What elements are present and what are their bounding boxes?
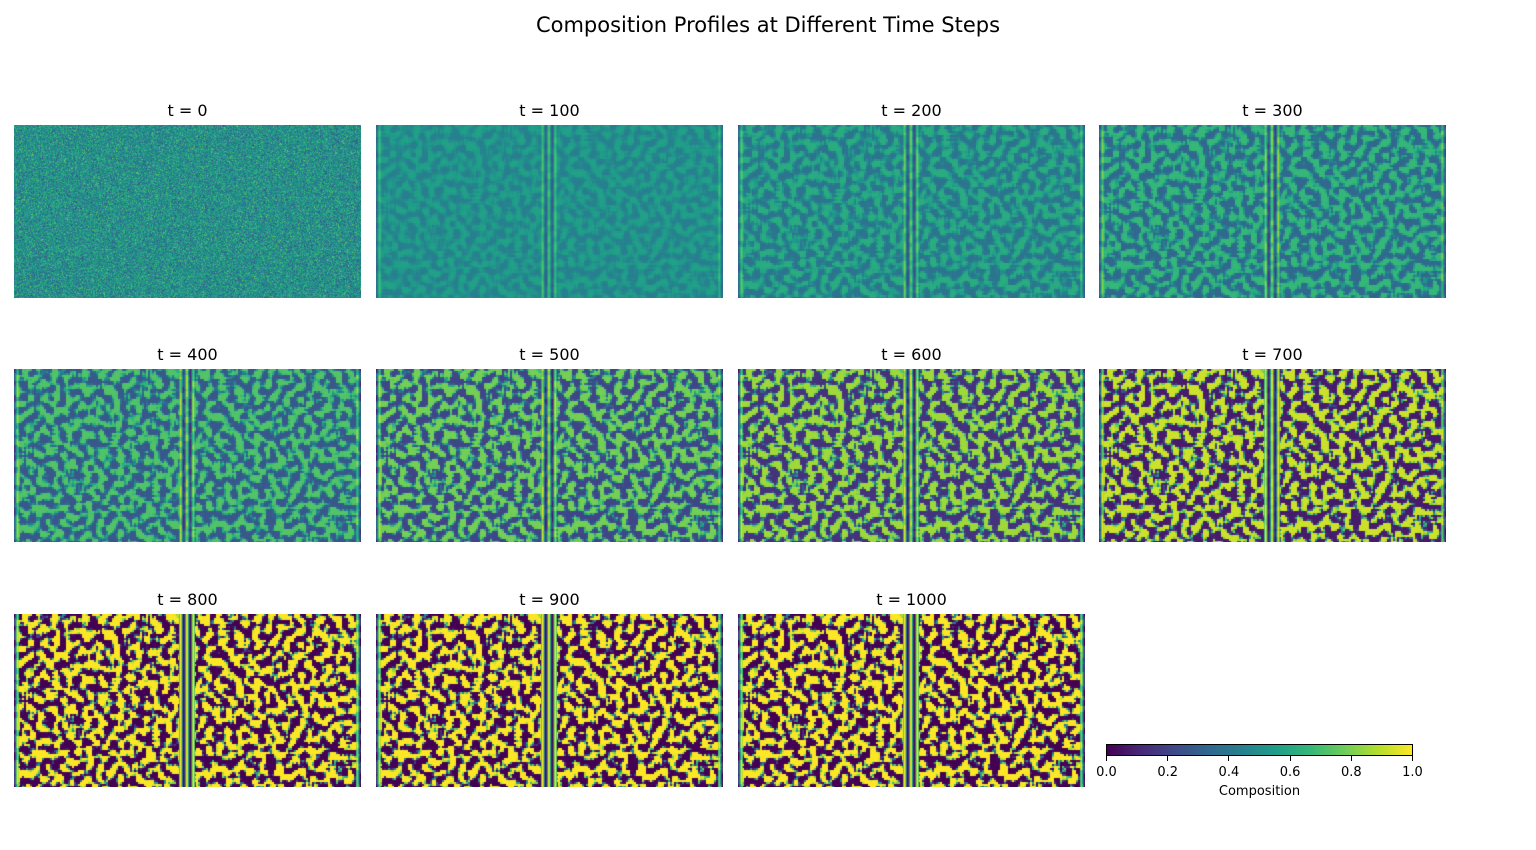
panel-t500: t = 500 — [376, 345, 723, 542]
composition-heatmap — [1099, 369, 1446, 542]
colorbar-tick — [1350, 756, 1352, 761]
panel-t700: t = 700 — [1099, 345, 1446, 542]
panel-t900: t = 900 — [376, 590, 723, 787]
colorbar-tick — [1289, 756, 1291, 761]
panel-title: t = 0 — [167, 101, 208, 120]
panel-title: t = 200 — [881, 101, 942, 120]
panel-title: t = 1000 — [876, 590, 947, 609]
colorbar-tick-label: 0.8 — [1340, 765, 1362, 780]
panel-t1000: t = 1000 — [738, 590, 1085, 787]
composition-heatmap — [14, 125, 361, 298]
colorbar-tick — [1412, 756, 1413, 761]
panel-t300: t = 300 — [1099, 101, 1446, 298]
panel-t0: t = 0 — [14, 101, 361, 298]
panel-title: t = 100 — [519, 101, 580, 120]
composition-heatmap — [376, 614, 723, 787]
composition-heatmap — [14, 369, 361, 542]
composition-heatmap — [1099, 125, 1446, 298]
composition-heatmap — [14, 614, 361, 787]
panel-t200: t = 200 — [738, 101, 1085, 298]
colorbar — [1106, 744, 1413, 756]
colorbar-tick-label: 0.0 — [1096, 765, 1117, 780]
panel-title: t = 500 — [519, 345, 580, 364]
panel-title: t = 600 — [881, 345, 942, 364]
colorbar-tick-label: 1.0 — [1402, 765, 1423, 780]
colorbar-tick — [1106, 756, 1107, 761]
panel-title: t = 900 — [519, 590, 580, 609]
panel-title: t = 300 — [1242, 101, 1303, 120]
panel-t400: t = 400 — [14, 345, 361, 542]
colorbar-tick-label: 0.6 — [1279, 765, 1301, 780]
panel-t600: t = 600 — [738, 345, 1085, 542]
colorbar-tick-label: 0.2 — [1157, 765, 1179, 780]
panel-t800: t = 800 — [14, 590, 361, 787]
panel-title: t = 800 — [157, 590, 218, 609]
composition-heatmap — [738, 369, 1085, 542]
panel-t100: t = 100 — [376, 101, 723, 298]
composition-heatmap — [738, 614, 1085, 787]
composition-heatmap — [376, 125, 723, 298]
colorbar-label: Composition — [1218, 784, 1301, 799]
composition-heatmap — [738, 125, 1085, 298]
figure-title: Composition Profiles at Different Time S… — [535, 13, 1001, 37]
colorbar-tick — [1228, 756, 1230, 761]
colorbar-tick-label: 0.4 — [1218, 765, 1240, 780]
colorbar-tick — [1167, 756, 1169, 761]
panel-title: t = 700 — [1242, 345, 1303, 364]
composition-heatmap — [376, 369, 723, 542]
panel-title: t = 400 — [157, 345, 218, 364]
